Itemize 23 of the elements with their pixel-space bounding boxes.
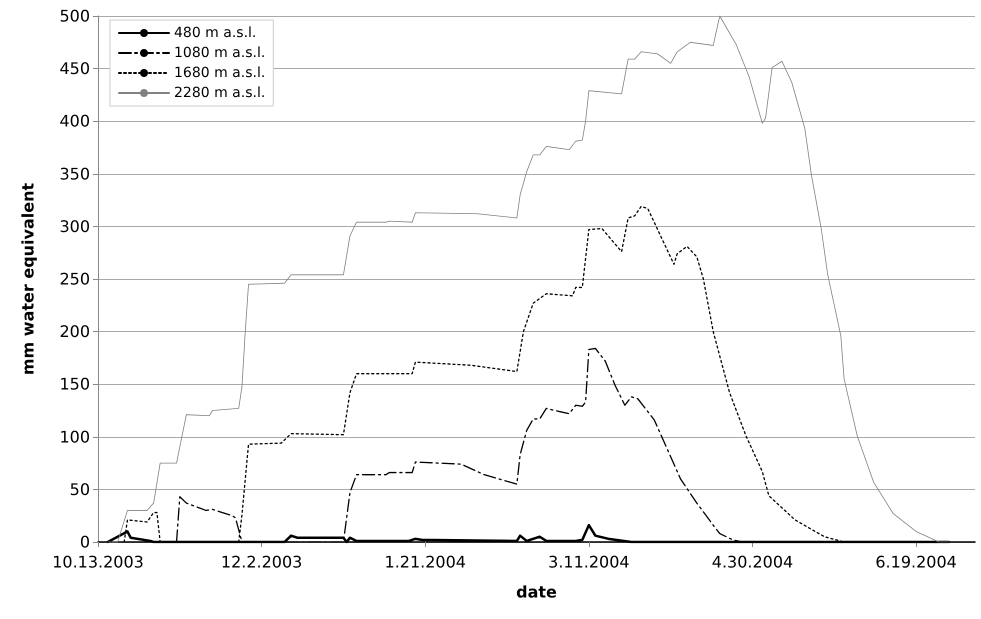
x-tick-label: 12.2.2003 (220, 552, 302, 572)
legend-label: 480 m a.s.l. (174, 25, 256, 41)
x-axis-title: date (516, 582, 558, 602)
y-tick-label: 450 (59, 59, 90, 78)
legend-label: 2280 m a.s.l. (174, 85, 266, 101)
y-tick-label: 50 (70, 480, 90, 499)
x-tick-label: 6.19.2004 (875, 552, 957, 572)
x-tick-label: 1.21.2004 (384, 552, 466, 572)
x-tick-label: 3.11.2004 (548, 552, 630, 572)
legend-label: 1680 m a.s.l. (174, 65, 266, 81)
y-tick-label: 250 (59, 270, 90, 288)
legend-label: 1080 m a.s.l. (174, 45, 266, 61)
y-tick-label: 100 (59, 427, 90, 446)
y-tick-label: 400 (59, 112, 90, 131)
x-tick-label: 4.30.2004 (712, 552, 794, 572)
y-tick-label: 200 (59, 322, 90, 342)
x-tick-label: 10.13.2003 (52, 552, 144, 572)
y-tick-label: 300 (59, 216, 90, 236)
y-tick-label: 0 (80, 532, 90, 552)
y-tick-label: 350 (59, 164, 90, 184)
y-tick-label: 500 (59, 6, 90, 26)
y-axis-title: mm water equivalent (18, 182, 38, 376)
y-tick-label: 150 (59, 374, 90, 394)
